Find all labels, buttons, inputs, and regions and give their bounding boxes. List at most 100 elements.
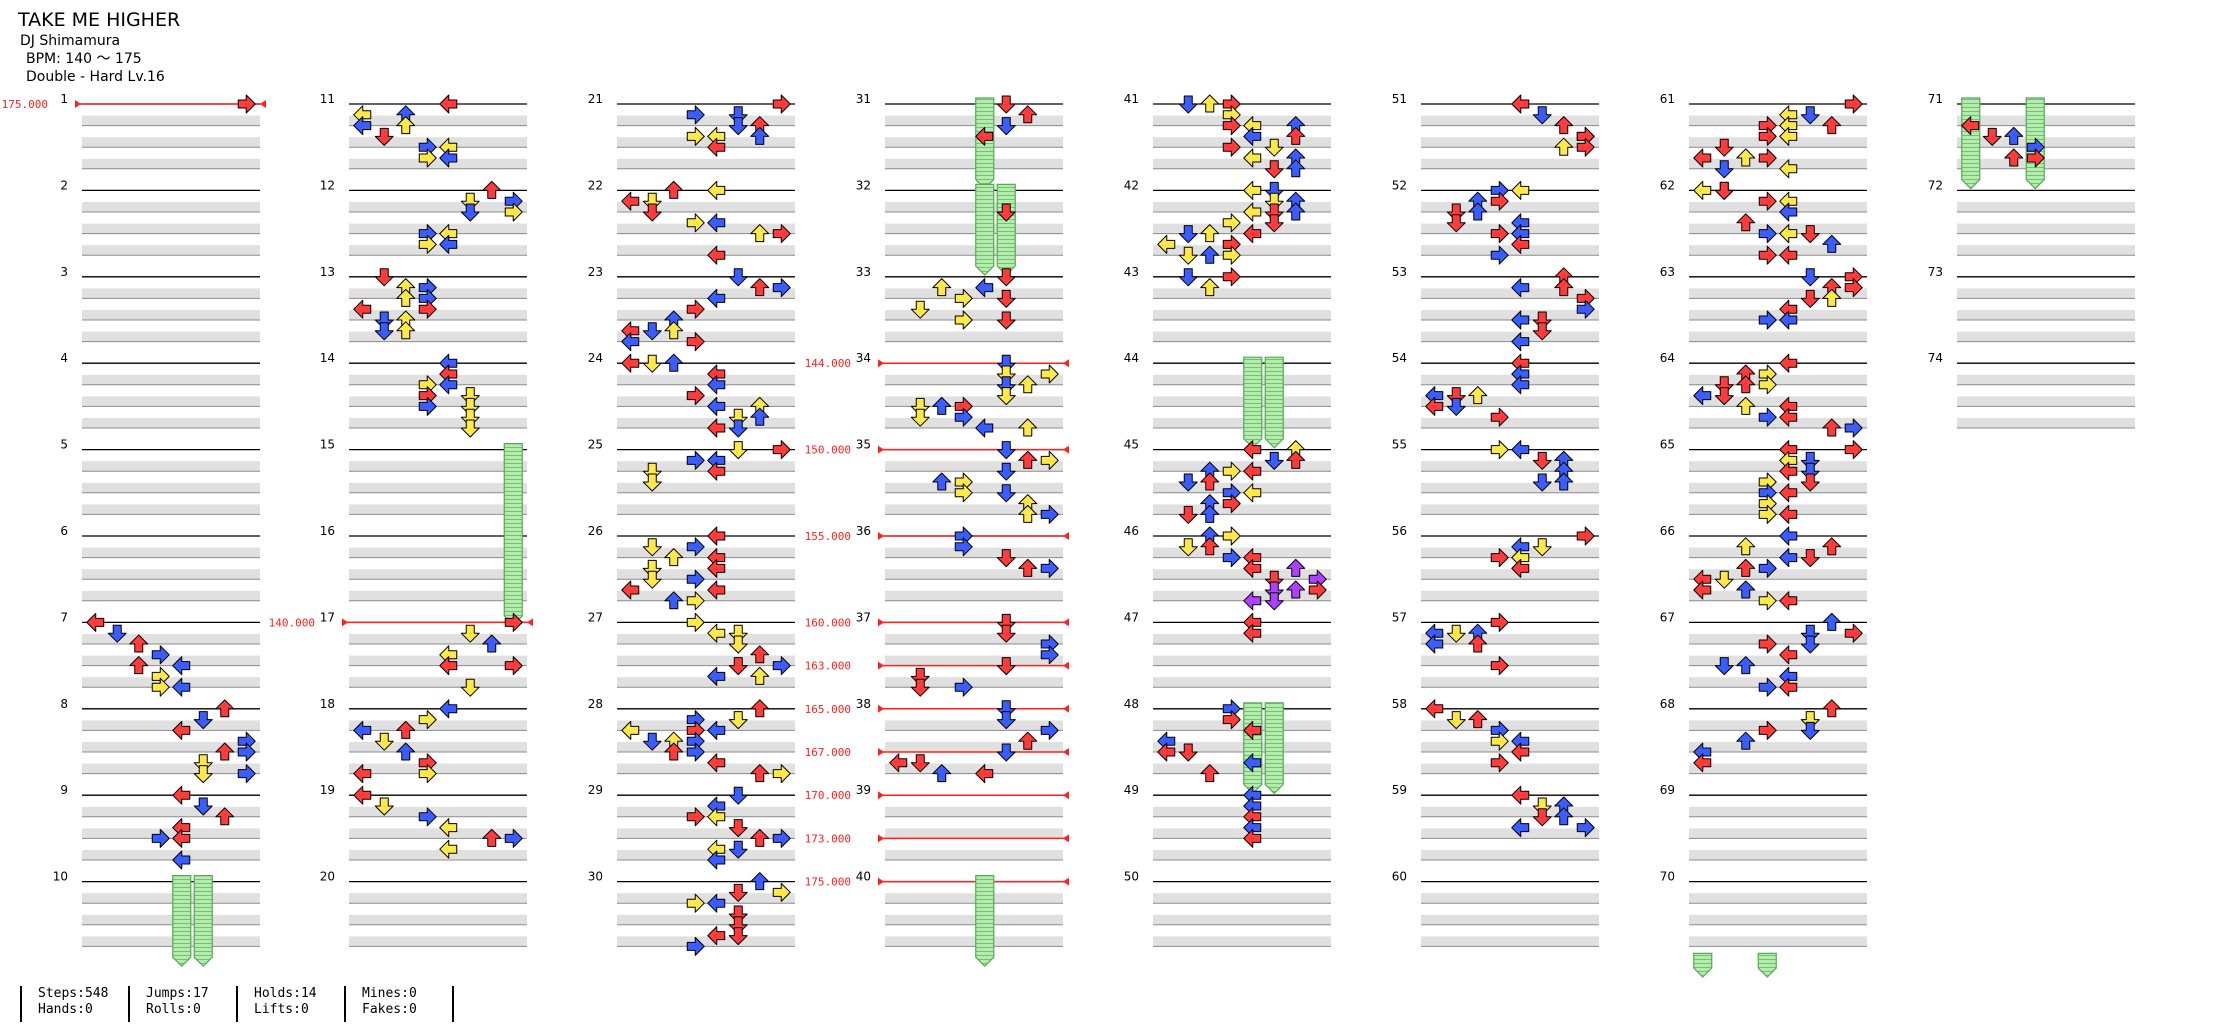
measure-number: 1: [60, 92, 68, 106]
beat-band: [82, 720, 260, 731]
arrow-down-icon: [193, 754, 213, 773]
stats-panel: Steps:548 Hands:0 Jumps:17 Rolls:0 Holds…: [20, 986, 454, 1022]
beat-band: [1153, 115, 1331, 126]
arrow-down-icon: [1532, 797, 1552, 816]
measure-number: 47: [1124, 610, 1139, 624]
arrow-down-icon: [1714, 570, 1734, 589]
arrow-up-icon: [664, 353, 684, 372]
beat-band: [1421, 893, 1599, 904]
arrow-down-icon: [1264, 203, 1284, 222]
arrow-up-icon: [750, 828, 770, 847]
arrow-up-icon: [1822, 537, 1842, 556]
arrow-right-icon: [1490, 224, 1509, 244]
arrow-up-icon: [1286, 450, 1306, 469]
arrow-right-icon: [1490, 731, 1509, 751]
arrow-right-icon: [954, 677, 973, 697]
beat-band: [1421, 569, 1599, 580]
arrow-down-icon: [1178, 743, 1198, 762]
beat-band: [1153, 504, 1331, 515]
beat-band: [1689, 396, 1867, 407]
measure-number: 22: [588, 178, 603, 192]
arrow-up-icon: [750, 764, 770, 783]
measure-number: 6: [60, 524, 68, 538]
beat-band: [617, 158, 795, 169]
arrow-up-icon: [1736, 580, 1756, 599]
arrow-down-icon: [1446, 711, 1466, 730]
arrow-left-icon: [1693, 180, 1712, 200]
arrow-down-icon: [193, 765, 213, 784]
hold-body: [503, 443, 523, 626]
beat-band: [617, 936, 795, 947]
arrow-right-icon: [1758, 310, 1777, 330]
measure-number: 66: [1660, 524, 1675, 538]
beat-band: [349, 331, 527, 342]
arrow-right-icon: [418, 710, 437, 730]
hold-body: [1264, 702, 1284, 795]
arrow-down-icon: [728, 786, 748, 805]
arrow-down-icon: [996, 203, 1016, 222]
arrow-up-icon: [664, 180, 684, 199]
hold-body: [1243, 356, 1263, 449]
arrow-left-icon: [975, 418, 994, 438]
beat-band: [1153, 677, 1331, 688]
measure-number: 31: [856, 92, 871, 106]
bpm-marker-left: [878, 359, 884, 368]
arrow-left-icon: [1243, 591, 1262, 611]
beat-band: [82, 396, 260, 407]
arrow-down-icon: [1264, 138, 1284, 157]
arrow-right-icon: [772, 224, 791, 244]
arrow-down-icon: [642, 203, 662, 222]
beat-band: [349, 158, 527, 169]
arrow-right-icon: [772, 828, 791, 848]
bpm-value-label: 175.000: [805, 876, 851, 889]
beat-band: [82, 850, 260, 860]
arrow-right-icon: [772, 278, 791, 298]
measure-number: 74: [1928, 351, 1943, 365]
arrow-right-icon: [1758, 191, 1777, 211]
beat-band: [885, 634, 1063, 644]
hold-body: [1693, 952, 1713, 978]
beat-band: [1421, 806, 1599, 817]
beat-band: [1957, 245, 2135, 256]
arrow-right-icon: [1576, 137, 1595, 157]
beat-band: [617, 720, 795, 731]
arrow-down-icon: [1532, 538, 1552, 557]
arrow-left-icon: [172, 677, 191, 697]
measure-number: 72: [1928, 178, 1943, 192]
bpm-value-label: 167.000: [805, 746, 851, 759]
measure-number: 51: [1392, 92, 1407, 106]
bpm-value-label: 170.000: [805, 789, 851, 802]
arrow-up-icon: [664, 591, 684, 610]
arrow-left-icon: [707, 213, 726, 233]
arrow-left-icon: [1511, 785, 1530, 805]
arrow-right-icon: [1844, 418, 1863, 438]
measure-number: 2: [60, 178, 68, 192]
measure-number: 28: [588, 697, 603, 711]
beat-band: [617, 914, 795, 925]
arrow-up-icon: [2004, 148, 2024, 167]
arrow-up-icon: [396, 321, 416, 340]
arrow-up-icon: [932, 764, 952, 783]
arrow-up-icon: [1018, 450, 1038, 469]
arrow-down-icon: [1800, 624, 1820, 643]
arrow-right-icon: [151, 828, 170, 848]
bpm-marker-right: [1063, 877, 1069, 886]
beat-band: [82, 742, 260, 752]
arrow-down-icon: [1800, 473, 1820, 492]
measure-number: 56: [1392, 524, 1407, 538]
arrow-left-icon: [1779, 461, 1798, 481]
measure-number: 10: [53, 870, 68, 884]
arrow-left-icon: [1779, 202, 1798, 222]
arrow-left-icon: [353, 720, 372, 740]
measure-number: 67: [1660, 610, 1675, 624]
arrow-left-icon: [1779, 548, 1798, 568]
arrow-left-icon: [439, 148, 458, 168]
arrow-down-icon: [374, 268, 394, 287]
arrow-down-icon: [460, 397, 480, 416]
arrow-left-icon: [439, 656, 458, 676]
measure-number: 61: [1660, 92, 1675, 106]
beat-band: [885, 374, 1063, 385]
beat-band: [82, 547, 260, 558]
beat-band: [885, 418, 1063, 428]
stats-end-divider: [452, 986, 454, 1022]
